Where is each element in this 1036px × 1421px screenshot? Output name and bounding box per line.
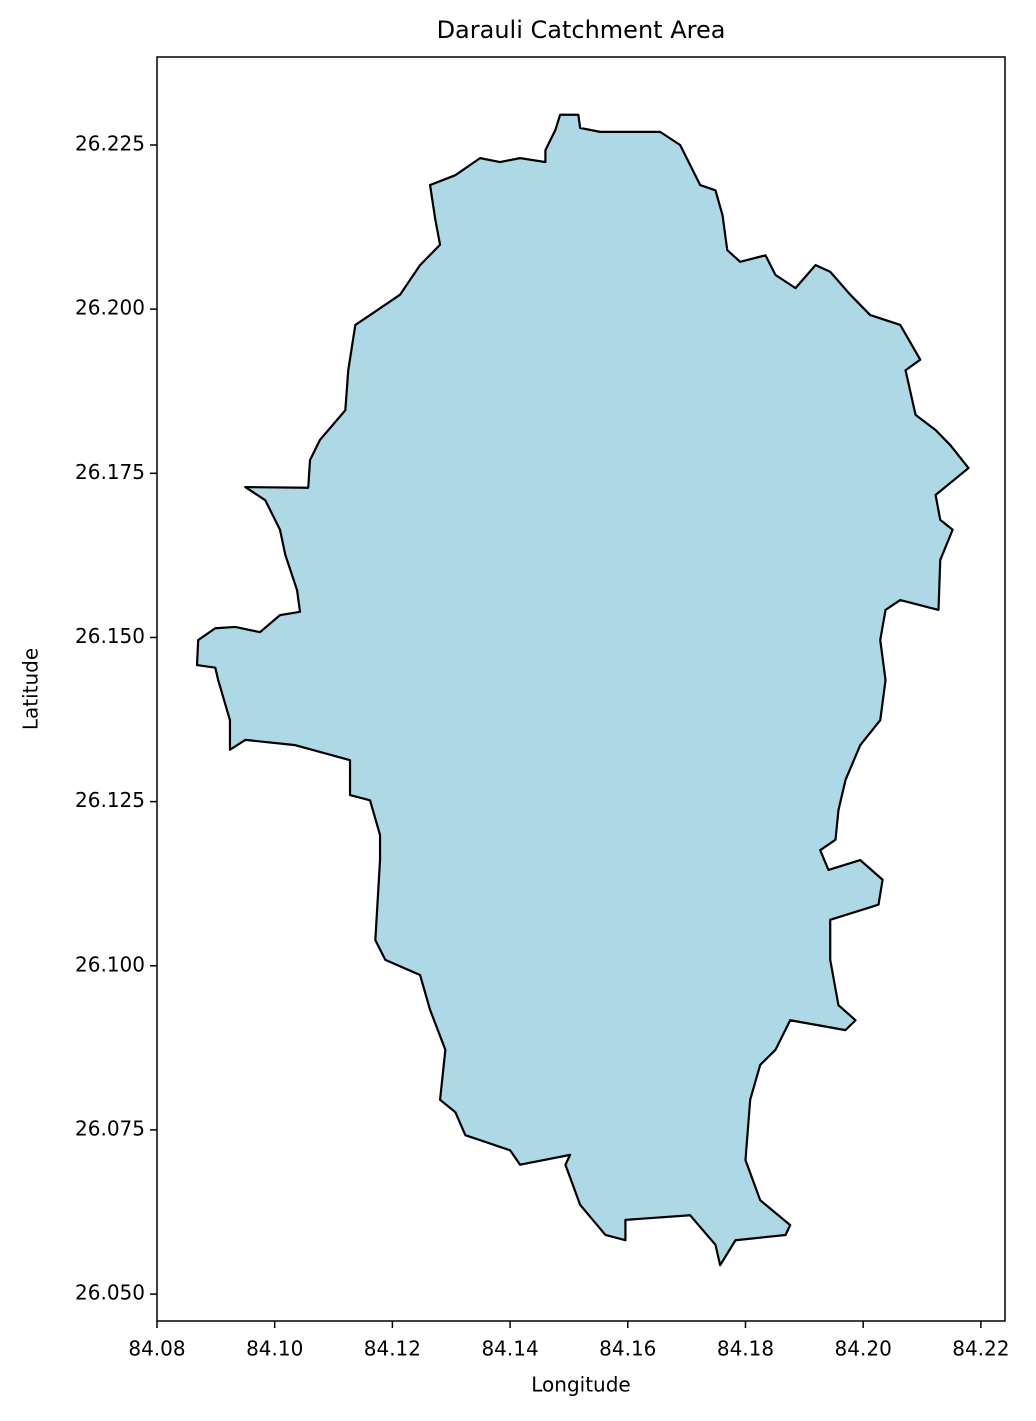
y-tick-label: 26.050 bbox=[75, 1281, 145, 1305]
y-tick-label: 26.150 bbox=[75, 624, 145, 648]
x-tick-label: 84.20 bbox=[835, 1337, 892, 1361]
y-tick-label: 26.200 bbox=[75, 296, 145, 320]
axes-frame bbox=[156, 56, 1006, 1322]
x-tick-label: 84.18 bbox=[717, 1337, 774, 1361]
y-tick-label: 26.175 bbox=[75, 460, 145, 484]
chart-title: Darauli Catchment Area bbox=[437, 16, 726, 44]
y-tick-label: 26.075 bbox=[75, 1116, 145, 1140]
x-tick-label: 84.08 bbox=[128, 1337, 185, 1361]
y-tick-label: 26.100 bbox=[75, 952, 145, 976]
x-tick-label: 84.22 bbox=[952, 1337, 1009, 1361]
x-tick-label: 84.12 bbox=[364, 1337, 421, 1361]
y-tick-label: 26.125 bbox=[75, 788, 145, 812]
y-tick-label: 26.225 bbox=[75, 131, 145, 155]
y-axis-label: Latitude bbox=[19, 648, 43, 730]
x-tick-label: 84.16 bbox=[599, 1337, 656, 1361]
x-axis-label: Longitude bbox=[531, 1373, 630, 1397]
x-tick-label: 84.14 bbox=[481, 1337, 538, 1361]
x-tick-label: 84.10 bbox=[246, 1337, 303, 1361]
catchment-area bbox=[195, 113, 970, 1267]
